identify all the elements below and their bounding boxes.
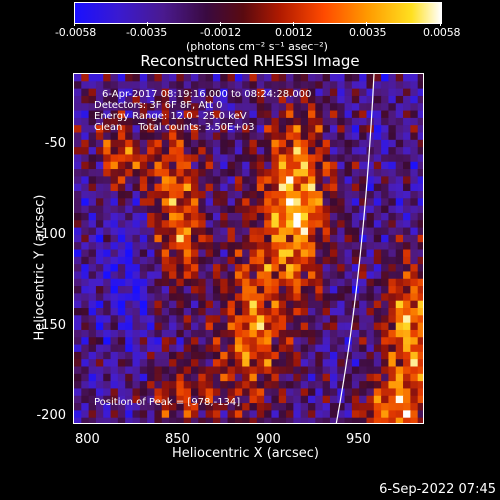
info-energy: Energy Range: 12.0 - 25.0 keV (94, 111, 247, 122)
colorbar-units: (photons cm⁻² s⁻¹ asec⁻²) (186, 40, 328, 53)
colorbar-tick-label: 0.0058 (423, 26, 461, 39)
x-tick-label: 900 (256, 432, 281, 447)
x-axis-label: Heliocentric X (arcsec) (172, 446, 319, 461)
colorbar-tick-label: 0.0012 (275, 26, 313, 39)
plot-title: Reconstructed RHESSI Image (140, 52, 360, 70)
x-tick-label: 850 (165, 432, 190, 447)
footer-date: 6-Sep-2022 07:45 (379, 482, 496, 497)
colorbar-tick (147, 22, 148, 26)
colorbar-tick (74, 22, 75, 26)
y-tick-label: -150 (36, 318, 66, 333)
info-time: 6-Apr-2017 08:19:16.000 to 08:24:28.000 (102, 89, 312, 100)
peak-position: Position of Peak = [978,-134] (94, 397, 241, 408)
colorbar-tick (220, 22, 221, 26)
colorbar-tick (293, 22, 294, 26)
y-tick-label: -200 (36, 408, 66, 423)
x-tick-label: 950 (346, 432, 371, 447)
colorbar-tick-label: -0.0035 (126, 26, 168, 39)
colorbar-tick-label: 0.0035 (349, 26, 387, 39)
colorbar-tick (366, 22, 367, 26)
colorbar-tick-label: -0.0058 (55, 26, 97, 39)
y-tick-label: -100 (36, 227, 66, 242)
y-axis-label: Heliocentric Y (arcsec) (32, 194, 48, 341)
colorbar-tick-label: -0.0012 (200, 26, 242, 39)
rhessi-image (73, 73, 424, 424)
info-clean: Clean Total counts: 3.50E+03 (94, 122, 255, 133)
heatmap-image (74, 74, 423, 423)
x-tick-label: 800 (75, 432, 100, 447)
info-detectors: Detectors: 3F 6F 8F, Att 0 (94, 100, 223, 111)
colorbar-tick (440, 22, 441, 26)
solar-limb-line (335, 74, 375, 423)
colorbar (74, 2, 442, 24)
y-tick-label: -50 (44, 136, 66, 151)
